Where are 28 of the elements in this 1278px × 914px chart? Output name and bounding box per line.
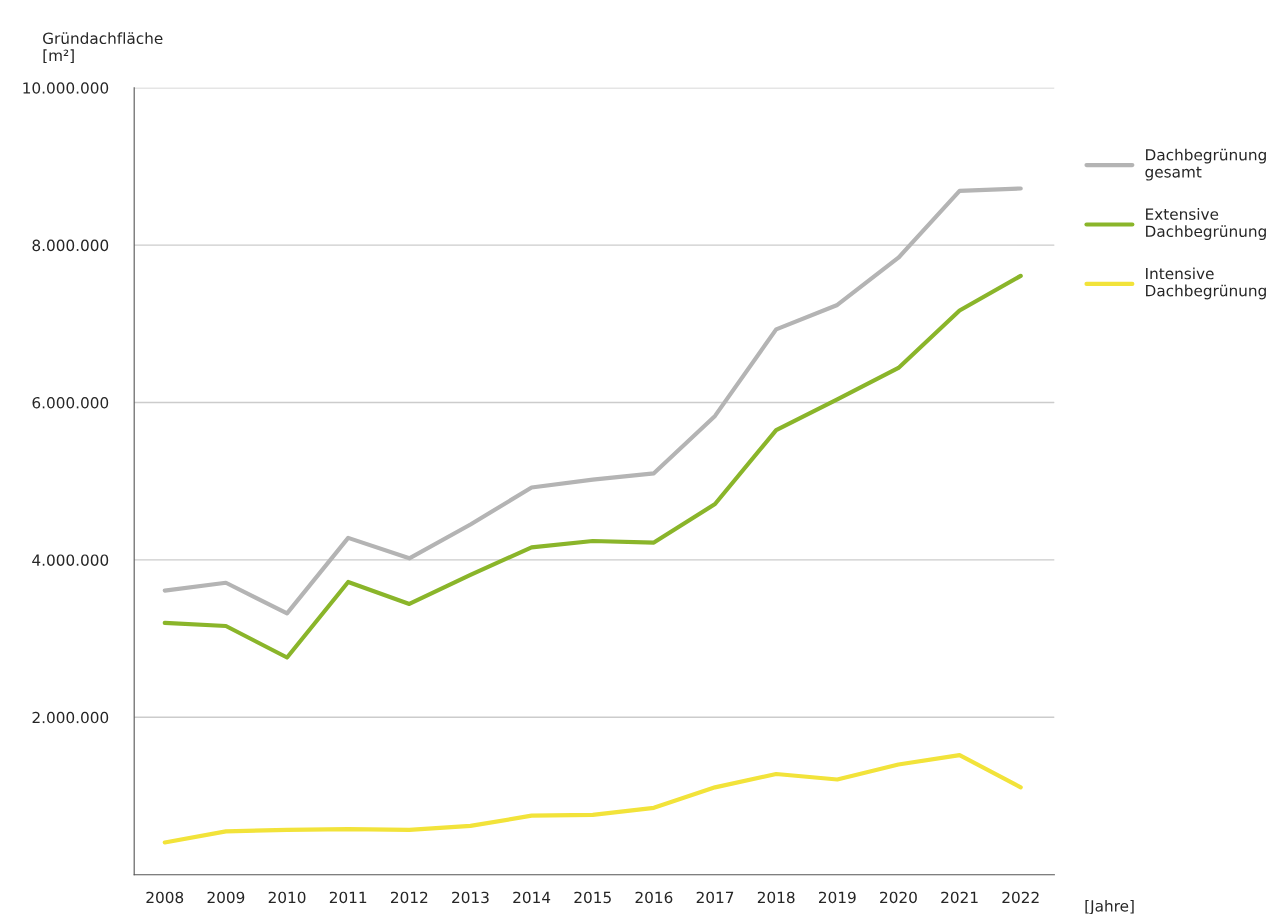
x-tick-label: 2018 [757,891,795,904]
x-tick-label: 2015 [574,891,611,904]
x-tick-label: 2019 [818,891,856,904]
legend-label: Extensive Dachbegrünung [1146,208,1266,240]
x-tick-label: 2013 [452,891,489,904]
line-series [162,273,1023,660]
x-tick-label: 2010 [268,891,306,904]
x-tick-label: 2020 [880,891,917,904]
line-series [162,186,1023,616]
x-tick-label: 2021 [941,891,978,904]
x-tick-label: 2012 [391,891,428,904]
line-series [162,752,1023,845]
x-tick-label: 2009 [207,891,245,904]
x-tick-label: 2008 [146,891,184,904]
y-tick-label: 4.000.000 [32,554,109,566]
y-axis-title: Gründachfläche [m²] [43,32,163,63]
y-tick-label: 10.000.000 [23,82,109,94]
x-tick-label: 2017 [696,891,734,904]
x-tick-label: 2011 [329,891,367,904]
x-tick-label: 2014 [513,891,551,904]
y-tick-label: 8.000.000 [32,239,109,252]
legend-label: Dachbegrünung gesamt [1145,148,1266,181]
legend-label: Intensive Dachbegrünung [1146,267,1266,300]
x-tick-label: 2016 [635,891,673,904]
y-tick-label: 2.000.000 [32,711,109,724]
x-axis-title: [Jahre] [1085,899,1134,914]
x-tick-label: 2022 [1002,891,1039,904]
y-tick-label: 6.000.000 [32,396,109,409]
